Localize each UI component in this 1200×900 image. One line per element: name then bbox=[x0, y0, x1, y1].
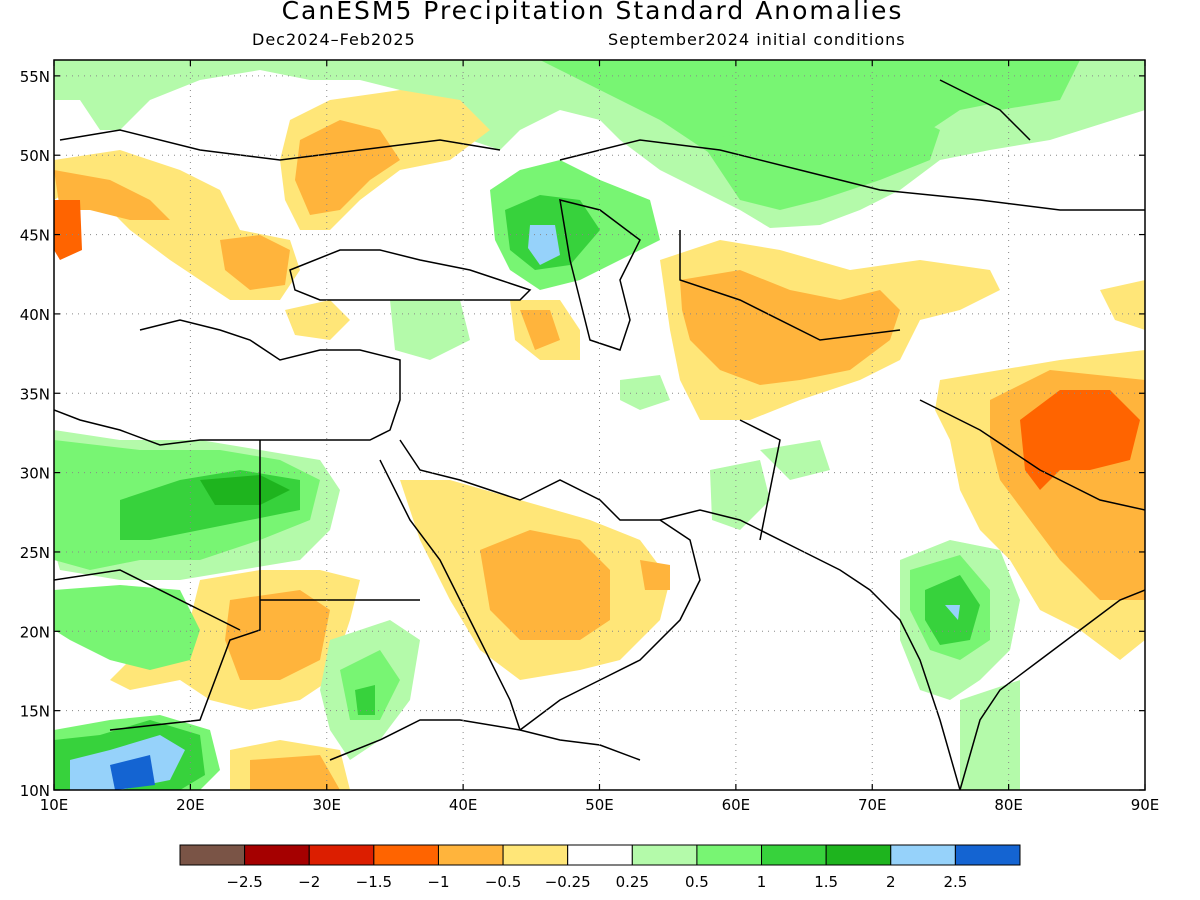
border bbox=[54, 569, 241, 631]
border bbox=[919, 399, 1145, 511]
anomaly-area bbox=[700, 110, 940, 210]
colorbar-swatch bbox=[502, 844, 569, 866]
anomaly-area bbox=[760, 440, 830, 480]
anomaly-area bbox=[710, 460, 770, 530]
anomaly-area bbox=[200, 475, 290, 505]
lat-tick-label: 40N bbox=[20, 306, 50, 324]
anomaly-area bbox=[285, 300, 350, 340]
lat-tick-label: 15N bbox=[20, 703, 50, 721]
lat-tick-label: 45N bbox=[20, 227, 50, 245]
coastline bbox=[559, 198, 641, 351]
lon-tick-label: 90E bbox=[1131, 796, 1160, 814]
anomaly-area bbox=[480, 530, 610, 640]
border bbox=[559, 139, 1145, 211]
lat-tick-label: 30N bbox=[20, 465, 50, 483]
colorbar-swatch bbox=[825, 844, 892, 866]
anomaly-area bbox=[250, 755, 340, 790]
coastline bbox=[329, 719, 641, 761]
colorbar-labels: −2.5 −2 −1.5 −1 −0.5 −0.25 0.25 0.5 1 1.5 2 2.5 bbox=[226, 873, 967, 891]
anomaly-area bbox=[54, 170, 170, 220]
colorbar-swatch bbox=[437, 844, 504, 866]
colorbar-label: 1 bbox=[757, 873, 767, 891]
axis-ticks bbox=[53, 60, 1146, 791]
lon-tick-label: 30E bbox=[312, 796, 341, 814]
border bbox=[939, 79, 1031, 141]
colorbar-swatch bbox=[244, 844, 310, 866]
anomaly-area bbox=[950, 60, 1080, 110]
anomaly-area bbox=[1100, 280, 1145, 330]
lon-tick-label: 60E bbox=[722, 796, 751, 814]
anomaly-area bbox=[220, 235, 290, 290]
lat-tick-label: 10N bbox=[20, 782, 50, 800]
colorbar-swatch bbox=[179, 844, 246, 866]
colorbar-swatch bbox=[696, 844, 763, 866]
colorbar-label: 2.5 bbox=[943, 873, 967, 891]
lon-tick-label: 10E bbox=[40, 796, 69, 814]
lon-tick-label: 70E bbox=[858, 796, 887, 814]
anomaly-area bbox=[355, 685, 375, 715]
lon-tick-label: 40E bbox=[449, 796, 478, 814]
anomaly-area bbox=[390, 300, 470, 360]
colorbar-label: 2 bbox=[886, 873, 896, 891]
anomaly-area bbox=[295, 120, 400, 215]
colorbar-label: −1.5 bbox=[356, 873, 392, 891]
anomaly-area bbox=[340, 650, 400, 720]
anomaly-area bbox=[1020, 390, 1140, 490]
colorbar-label: −0.25 bbox=[545, 873, 591, 891]
lon-tick-label: 80E bbox=[994, 796, 1023, 814]
lat-tick-label: 20N bbox=[20, 623, 50, 641]
coastline bbox=[289, 249, 532, 301]
anomaly-area bbox=[945, 605, 960, 620]
map-title: CanESM5 Precipitation Standard Anomalies bbox=[281, 0, 904, 25]
anomaly-shading bbox=[54, 60, 1145, 790]
lat-tick-label: 35N bbox=[20, 385, 50, 403]
colorbar-label: −2 bbox=[298, 873, 320, 891]
lat-tick-label: 55N bbox=[20, 68, 50, 86]
colorbar-swatch bbox=[308, 844, 375, 866]
colorbar-swatch bbox=[567, 844, 633, 866]
colorbar-label: 1.5 bbox=[814, 873, 838, 891]
coastline bbox=[379, 459, 521, 731]
longitude-labels: 10E 20E 30E 40E 50E 60E 70E 80E 90E bbox=[40, 796, 1160, 814]
lon-tick-label: 50E bbox=[585, 796, 614, 814]
border bbox=[59, 129, 501, 161]
colorbar-swatch bbox=[954, 844, 1021, 866]
forecast-period: Dec2024–Feb2025 bbox=[252, 30, 416, 49]
border bbox=[109, 440, 261, 731]
colorbar-swatch bbox=[890, 844, 956, 866]
colorbar-swatch bbox=[761, 844, 827, 866]
anomaly-area bbox=[640, 560, 670, 590]
anomaly-area bbox=[225, 590, 330, 680]
initial-conditions: September2024 initial conditions bbox=[608, 30, 906, 49]
border bbox=[739, 419, 781, 541]
anomaly-area bbox=[110, 755, 155, 790]
lat-tick-label: 50N bbox=[20, 147, 50, 165]
colorbar-label: −1 bbox=[427, 873, 449, 891]
coastline bbox=[54, 319, 401, 446]
lat-tick-label: 25N bbox=[20, 544, 50, 562]
anomaly-area bbox=[620, 375, 670, 410]
colorbar-swatch bbox=[373, 844, 439, 866]
anomaly-area bbox=[54, 200, 82, 260]
boundary-lines bbox=[54, 79, 1145, 790]
colorbar bbox=[179, 844, 1021, 866]
coastline bbox=[659, 509, 961, 790]
anomaly-area bbox=[520, 310, 560, 350]
anomaly-area bbox=[960, 680, 1020, 790]
colorbar-label: −0.5 bbox=[485, 873, 521, 891]
colorbar-label: 0.25 bbox=[616, 873, 649, 891]
anomaly-area bbox=[540, 60, 1010, 190]
anomaly-area bbox=[54, 585, 200, 670]
colorbar-label: 0.5 bbox=[685, 873, 709, 891]
latitude-labels: 55N 50N 45N 40N 35N 30N 25N 20N 15N 10N bbox=[20, 68, 50, 800]
border bbox=[679, 230, 901, 341]
colorbar-label: −2.5 bbox=[226, 873, 262, 891]
lon-tick-label: 20E bbox=[176, 796, 205, 814]
colorbar-swatch bbox=[631, 844, 698, 866]
coastline bbox=[959, 589, 1145, 790]
